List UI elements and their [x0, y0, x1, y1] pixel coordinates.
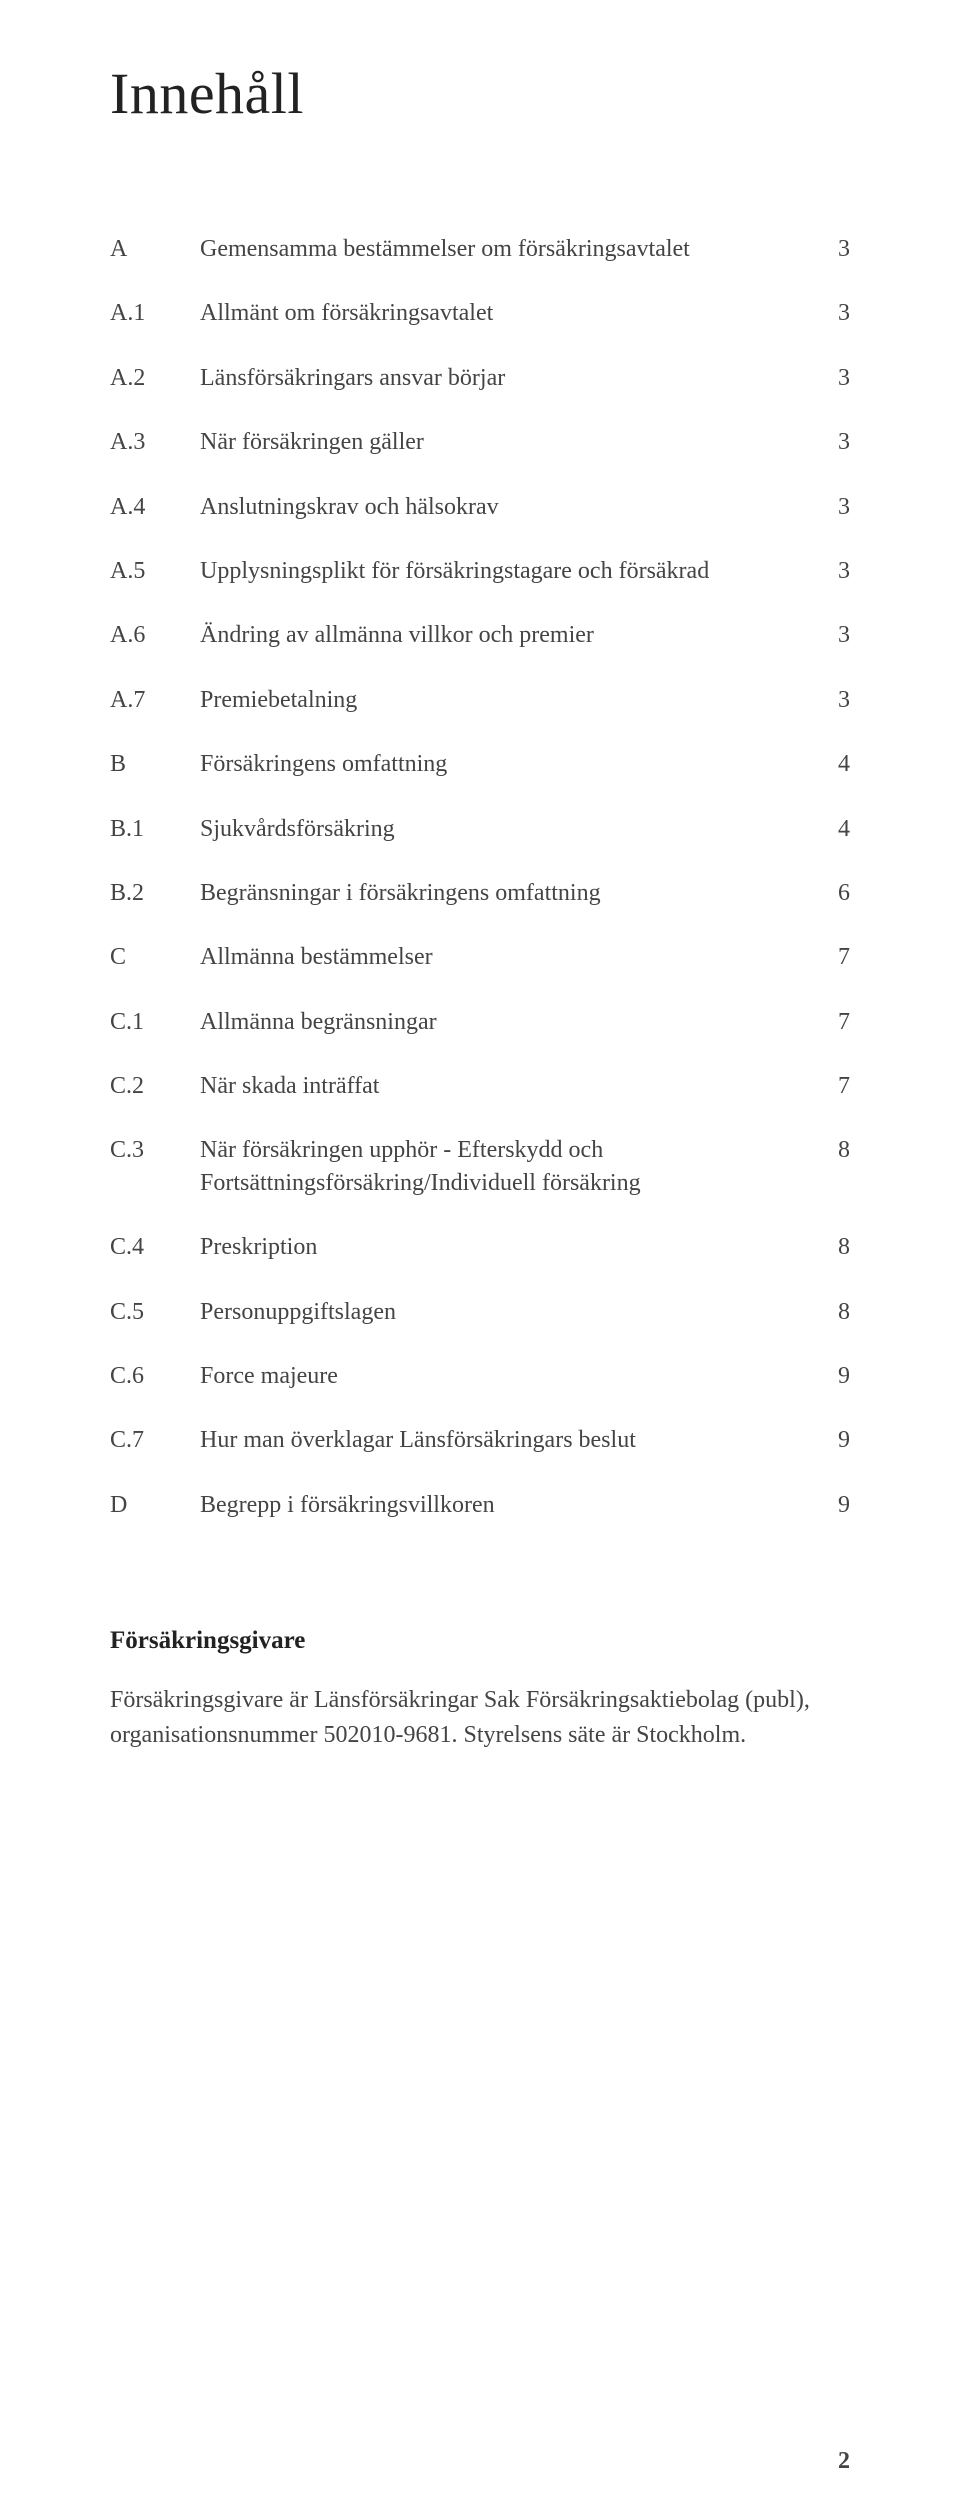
toc-label: Allmänna bestämmelser	[200, 925, 800, 989]
toc-row: A.2Länsförsäkringars ansvar börjar3	[110, 346, 850, 410]
toc-page: 8	[800, 1280, 850, 1344]
toc-row: A.1Allmänt om försäkringsavtalet3	[110, 281, 850, 345]
toc-label: Upplysningsplikt för försäkringstagare o…	[200, 539, 800, 603]
toc-row: C.4Preskription8	[110, 1215, 850, 1279]
toc-key: A.7	[110, 668, 200, 732]
toc-table: AGemensamma bestämmelser om försäkringsa…	[110, 217, 850, 1537]
toc-key: A.3	[110, 410, 200, 474]
toc-key: C.6	[110, 1344, 200, 1408]
toc-label: Begränsningar i försäkringens omfattning	[200, 861, 800, 925]
toc-row: C.2När skada inträffat7	[110, 1054, 850, 1118]
toc-key: D	[110, 1473, 200, 1537]
toc-key: B.1	[110, 797, 200, 861]
toc-row: CAllmänna bestämmelser7	[110, 925, 850, 989]
toc-key: B.2	[110, 861, 200, 925]
toc-label: Gemensamma bestämmelser om försäkringsav…	[200, 217, 800, 281]
toc-label: Hur man överklagar Länsförsäkringars bes…	[200, 1408, 800, 1472]
toc-page: 9	[800, 1344, 850, 1408]
toc-label: Personuppgiftslagen	[200, 1280, 800, 1344]
toc-key: A.1	[110, 281, 200, 345]
toc-page: 3	[800, 217, 850, 281]
toc-page: 9	[800, 1473, 850, 1537]
toc-page: 6	[800, 861, 850, 925]
toc-row: C.3När försäkringen upphör - Efterskydd …	[110, 1118, 850, 1215]
toc-key: C	[110, 925, 200, 989]
toc-label: Ändring av allmänna villkor och premier	[200, 603, 800, 667]
section-heading: Försäkringsgivare	[110, 1627, 850, 1655]
toc-page: 3	[800, 539, 850, 603]
toc-page: 4	[800, 797, 850, 861]
toc-label: Premiebetalning	[200, 668, 800, 732]
toc-row: C.5Personuppgiftslagen8	[110, 1280, 850, 1344]
page-title: Innehåll	[110, 60, 850, 127]
toc-key: B	[110, 732, 200, 796]
toc-label: Begrepp i försäkringsvillkoren	[200, 1473, 800, 1537]
toc-row: A.3När försäkringen gäller3	[110, 410, 850, 474]
toc-key: A.2	[110, 346, 200, 410]
toc-label: Allmänt om försäkringsavtalet	[200, 281, 800, 345]
toc-row: A.6Ändring av allmänna villkor och premi…	[110, 603, 850, 667]
toc-row: BFörsäkringens omfattning4	[110, 732, 850, 796]
toc-page: 7	[800, 1054, 850, 1118]
toc-page: 3	[800, 603, 850, 667]
toc-label: Sjukvårdsförsäkring	[200, 797, 800, 861]
toc-row: B.1Sjukvårdsförsäkring4	[110, 797, 850, 861]
toc-label: Allmänna begränsningar	[200, 990, 800, 1054]
toc-key: A.4	[110, 475, 200, 539]
toc-page: 3	[800, 346, 850, 410]
document-page: Innehåll AGemensamma bestämmelser om för…	[0, 0, 960, 2515]
toc-row: A.4Anslutningskrav och hälsokrav3	[110, 475, 850, 539]
toc-label: Preskription	[200, 1215, 800, 1279]
toc-page: 3	[800, 475, 850, 539]
toc-row: AGemensamma bestämmelser om försäkringsa…	[110, 217, 850, 281]
toc-key: A	[110, 217, 200, 281]
toc-key: C.1	[110, 990, 200, 1054]
toc-page: 7	[800, 925, 850, 989]
toc-row: C.6Force majeure9	[110, 1344, 850, 1408]
toc-key: C.3	[110, 1118, 200, 1215]
toc-label: Force majeure	[200, 1344, 800, 1408]
toc-label: När försäkringen gäller	[200, 410, 800, 474]
toc-label: När skada inträffat	[200, 1054, 800, 1118]
toc-label: När försäkringen upphör - Efterskydd och…	[200, 1118, 800, 1215]
toc-key: C.5	[110, 1280, 200, 1344]
toc-row: A.5Upplysningsplikt för försäkringstagar…	[110, 539, 850, 603]
toc-row: DBegrepp i försäkringsvillkoren9	[110, 1473, 850, 1537]
toc-page: 3	[800, 410, 850, 474]
page-number: 2	[838, 2448, 850, 2475]
toc-key: C.7	[110, 1408, 200, 1472]
toc-key: A.6	[110, 603, 200, 667]
toc-key: A.5	[110, 539, 200, 603]
toc-page: 8	[800, 1118, 850, 1215]
toc-label: Länsförsäkringars ansvar börjar	[200, 346, 800, 410]
section-body: Försäkringsgivare är Länsförsäkringar Sa…	[110, 1683, 850, 1753]
toc-page: 8	[800, 1215, 850, 1279]
toc-row: B.2Begränsningar i försäkringens omfattn…	[110, 861, 850, 925]
toc-row: A.7Premiebetalning3	[110, 668, 850, 732]
toc-row: C.7Hur man överklagar Länsförsäkringars …	[110, 1408, 850, 1472]
toc-label: Försäkringens omfattning	[200, 732, 800, 796]
toc-page: 3	[800, 281, 850, 345]
toc-row: C.1Allmänna begränsningar7	[110, 990, 850, 1054]
toc-key: C.4	[110, 1215, 200, 1279]
toc-page: 7	[800, 990, 850, 1054]
toc-key: C.2	[110, 1054, 200, 1118]
toc-label: Anslutningskrav och hälsokrav	[200, 475, 800, 539]
toc-page: 3	[800, 668, 850, 732]
toc-page: 9	[800, 1408, 850, 1472]
toc-page: 4	[800, 732, 850, 796]
